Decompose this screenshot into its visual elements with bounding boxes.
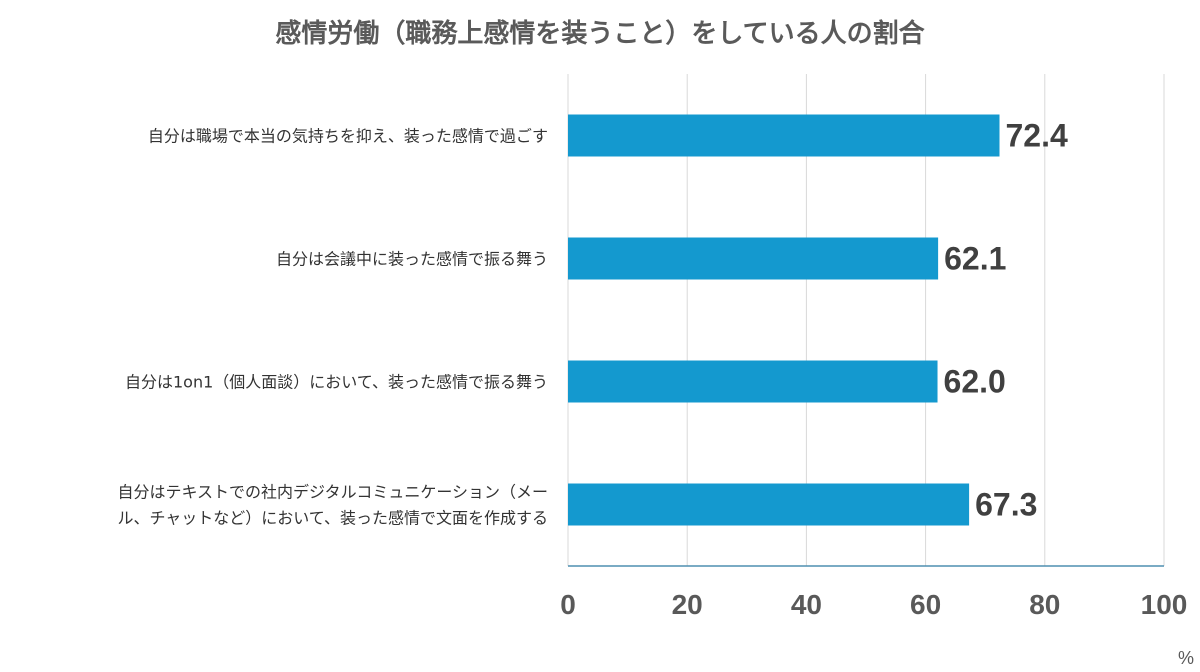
value-label-2: 62.1 (944, 241, 1006, 277)
value-labels: 72.4 62.1 62.0 67.3 (944, 118, 1068, 523)
x-tick-label-100: 100 (1141, 589, 1188, 620)
category-label-4-line-2: ル、チャットなど）において、装った感情で文面を作成する (117, 509, 548, 528)
category-label-4-line-1: 自分はテキストでの社内デジタルコミュニケーション（メー (117, 483, 548, 502)
chart-title: 感情労働（職務上感情を装うこと）をしている人の割合 (275, 18, 925, 49)
category-labels: 自分は職場で本当の気持ちを抑え、装った感情で過ごす自分は会議中に装った感情で振る… (117, 127, 548, 528)
value-label-4: 67.3 (975, 487, 1037, 523)
value-label-3: 62.0 (944, 364, 1006, 400)
value-label-1: 72.4 (1006, 118, 1068, 154)
bar-1 (568, 114, 1000, 157)
x-axis-ticks: 0 20 40 60 80 100 (560, 589, 1187, 620)
x-tick-label-40: 40 (791, 589, 822, 620)
x-tick-label-60: 60 (910, 589, 941, 620)
category-label-3: 自分は1on1（個人面談）において、装った感情で振る舞う (125, 373, 548, 392)
x-tick-label-0: 0 (560, 589, 576, 620)
x-tick-label-20: 20 (672, 589, 703, 620)
bar-2 (568, 237, 939, 280)
category-label-1: 自分は職場で本当の気持ちを抑え、装った感情で過ごす (148, 127, 548, 146)
bars (568, 114, 1000, 526)
category-label-2: 自分は会議中に装った感情で振る舞う (276, 250, 548, 269)
unit-label: % (1178, 648, 1194, 668)
bar-4 (568, 483, 970, 526)
x-tick-label-80: 80 (1029, 589, 1060, 620)
bar-3 (568, 360, 938, 403)
